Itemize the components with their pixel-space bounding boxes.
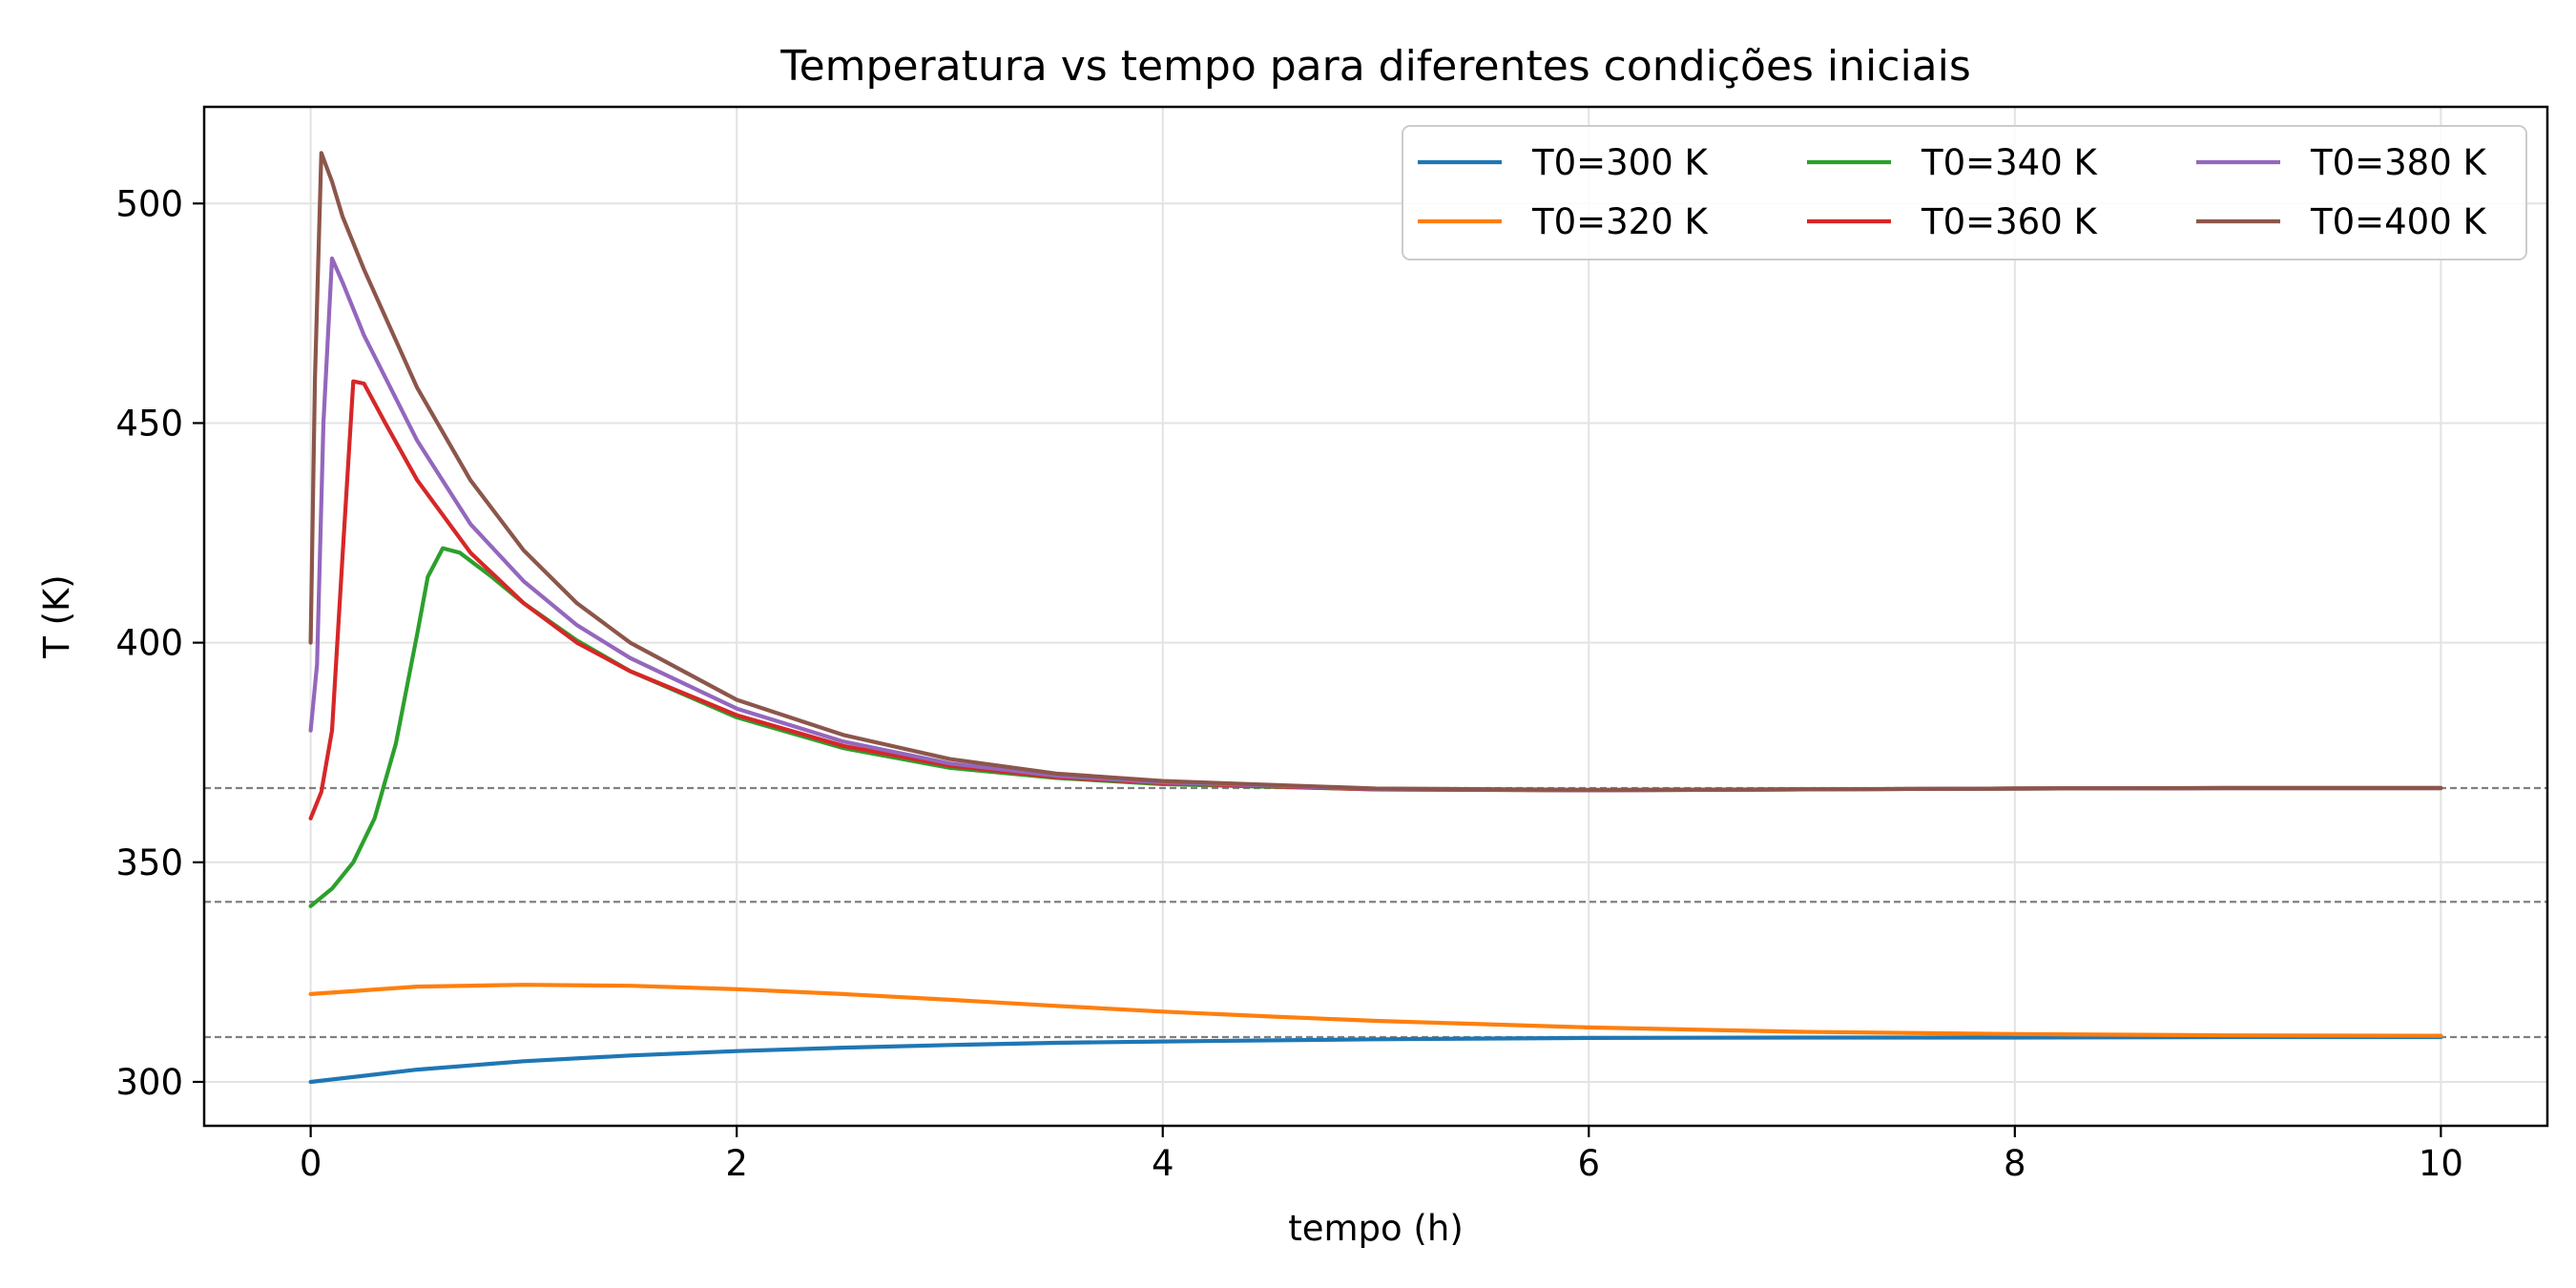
series-lines (308, 151, 2443, 1085)
legend: T0=300 K T0=320 K T0=340 K T0=360 K T0=380 K… (1402, 125, 2527, 260)
series-line-2 (308, 983, 2443, 1038)
x-tick-label: 6 (1577, 1143, 1600, 1184)
x-tick-label: 2 (725, 1143, 748, 1184)
y-tick-label: 500 (115, 183, 183, 224)
y-axis-label: T (K) (36, 574, 77, 659)
y-tick-label: 400 (115, 623, 183, 664)
legend-label-5: T0=380 K (2310, 142, 2488, 183)
legend-label-3: T0=340 K (1921, 142, 2099, 183)
y-ticks: 300 350 400 450 500 (115, 183, 204, 1103)
plot-frame (202, 105, 2549, 1128)
x-tick-label: 8 (2004, 1143, 2026, 1184)
legend-label-1: T0=300 K (1531, 142, 1710, 183)
legend-label-4: T0=360 K (1921, 201, 2099, 242)
x-axis-label: tempo (h) (1288, 1208, 1464, 1249)
x-ticks: 0 2 4 6 8 10 (300, 1126, 2463, 1184)
x-tick-label: 0 (300, 1143, 322, 1184)
x-tick-label: 4 (1152, 1143, 1174, 1184)
y-tick-label: 300 (115, 1062, 183, 1103)
y-tick-label: 450 (115, 403, 183, 444)
series-line-1 (308, 1034, 2443, 1085)
legend-label-6: T0=400 K (2310, 201, 2488, 242)
chart-title: Temperatura vs tempo para diferentes con… (779, 42, 1971, 91)
y-tick-label: 350 (115, 842, 183, 883)
legend-label-2: T0=320 K (1531, 201, 1710, 242)
series-line-6 (308, 151, 2443, 792)
x-tick-label: 10 (2419, 1143, 2463, 1184)
legend-box (1402, 125, 2527, 260)
